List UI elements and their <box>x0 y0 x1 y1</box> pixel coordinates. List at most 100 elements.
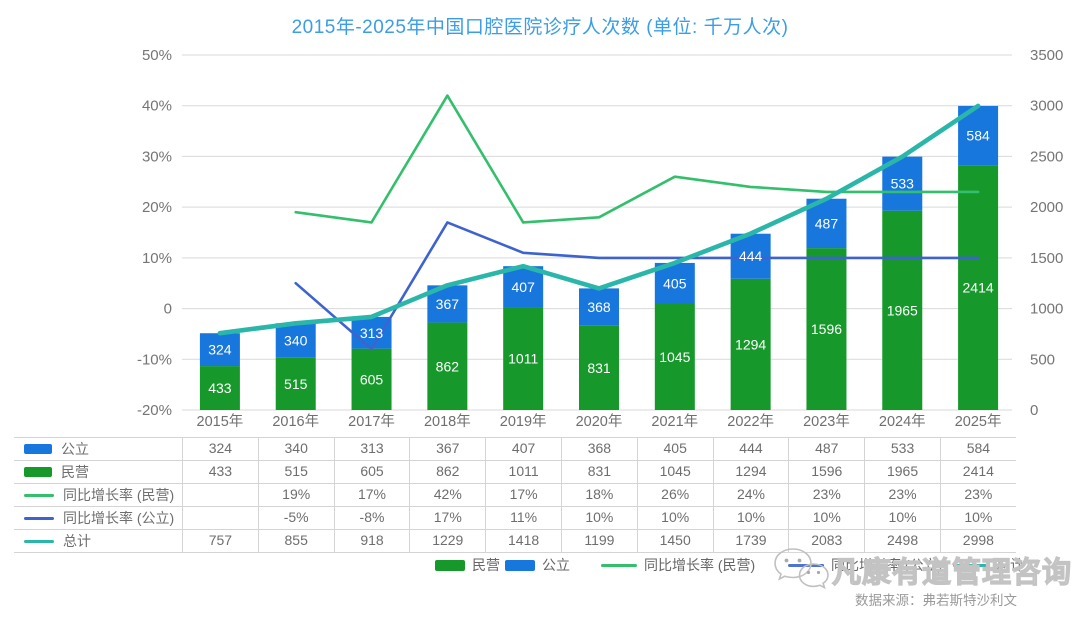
x-axis-label: 2017年 <box>348 413 395 430</box>
table-cell: 23% <box>864 483 940 506</box>
legend-item: 同比增长率 (公立) <box>788 557 942 573</box>
bar-value-label-private: 1965 <box>887 302 918 318</box>
bar-value-label-private: 862 <box>436 358 460 374</box>
bar-segment-public <box>199 333 240 367</box>
table-cell: 2998 <box>939 529 1016 553</box>
table-cell: 26% <box>636 483 713 506</box>
table-cell: 515 <box>257 460 334 483</box>
legend-item: 公立 <box>505 557 570 573</box>
table-cell: -8% <box>333 506 410 529</box>
x-axis-label: 2016年 <box>272 413 319 430</box>
x-axis-label: 2019年 <box>500 413 547 430</box>
table-cell: 1450 <box>636 529 713 553</box>
table-cell: 605 <box>333 460 410 483</box>
bar-value-label-public: 407 <box>512 279 536 295</box>
line-legend-swatch <box>24 493 54 497</box>
bar-segment-private <box>275 357 316 410</box>
bar-segment-private <box>958 165 999 410</box>
table-cell: 444 <box>712 437 789 460</box>
table-cell: 855 <box>257 529 334 553</box>
y-axis-right-tick-label: 500 <box>1030 351 1055 368</box>
bar-value-label-public: 405 <box>663 275 687 291</box>
chart-title: 2015年-2025年中国口腔医院诊疗人次数 (单位: 千万人次) <box>291 17 789 38</box>
bar-legend-swatch <box>435 559 465 571</box>
bar-value-label-public: 584 <box>966 128 990 144</box>
y-axis-right-tick-label: 1500 <box>1030 250 1063 267</box>
bar-value-label-private: 1045 <box>659 349 690 365</box>
table-cell: 23% <box>788 483 865 506</box>
legend-item: 同比增长率 (民营) <box>601 557 755 573</box>
x-axis-label: 2018年 <box>424 413 471 430</box>
y-axis-left-tick-label: 0 <box>164 301 172 318</box>
table-cell: 1418 <box>485 529 561 553</box>
table-cell: 487 <box>788 437 865 460</box>
table-cell: 1045 <box>636 460 713 483</box>
table-cell: 313 <box>333 437 410 460</box>
table-cell: 23% <box>939 483 1016 506</box>
x-axis-label: 2024年 <box>879 413 926 430</box>
y-axis-left-tick-label: 40% <box>142 98 172 115</box>
bar-segment-private <box>806 248 847 410</box>
table-cell: 340 <box>257 437 334 460</box>
bar-value-label-private: 605 <box>360 371 384 387</box>
bar-value-label-public: 368 <box>587 299 611 315</box>
bar-value-label-public: 487 <box>815 215 839 231</box>
line-legend-swatch <box>788 563 824 567</box>
table-cell: 2498 <box>864 529 940 553</box>
table-row-label: 同比增长率 (民营) <box>14 483 182 506</box>
table-cell: 18% <box>560 483 637 506</box>
growth-line-private <box>294 94 980 224</box>
table-cell: -5% <box>257 506 334 529</box>
table-cell: 433 <box>182 460 258 483</box>
bar-legend-swatch <box>24 444 52 454</box>
line-legend-swatch <box>24 539 54 543</box>
y-axis-right-tick-label: 3000 <box>1030 98 1063 115</box>
table-cell: 368 <box>560 437 637 460</box>
x-axis-label: 2015年 <box>197 413 244 430</box>
table-row-label: 民营 <box>14 460 182 483</box>
table-cell: 42% <box>409 483 486 506</box>
legend-item: 民营 <box>435 557 500 573</box>
line-legend-swatch <box>953 563 989 567</box>
table-cell: 367 <box>409 437 486 460</box>
table-cell: 407 <box>485 437 561 460</box>
table-row-label: 总计 <box>14 529 182 553</box>
total-line <box>217 103 981 336</box>
bar-value-label-private: 433 <box>208 380 232 396</box>
table-cell: 757 <box>182 529 258 553</box>
table-cell: 2414 <box>939 460 1016 483</box>
y-axis-left-tick-label: -10% <box>137 351 172 368</box>
table-cell: 1965 <box>864 460 940 483</box>
table-cell: 533 <box>864 437 940 460</box>
table-cell <box>182 506 258 529</box>
bar-segment-private <box>882 210 923 410</box>
bar-value-label-public: 367 <box>436 296 460 312</box>
bar-segment-public <box>351 316 392 349</box>
bar-segment-public <box>730 233 771 279</box>
series-name: 总计 <box>63 532 91 549</box>
table-cell: 17% <box>409 506 486 529</box>
bar-segment-private <box>654 304 695 410</box>
table-cell: 1596 <box>788 460 865 483</box>
y-axis-left-tick-label: 10% <box>142 250 172 267</box>
x-axis-label: 2025年 <box>955 413 1002 430</box>
bar-value-label-private: 515 <box>284 376 308 392</box>
bar-segment-private <box>351 348 392 410</box>
table-cell: 10% <box>788 506 865 529</box>
bar-legend-swatch <box>505 559 535 571</box>
table-cell: 405 <box>636 437 713 460</box>
x-axis-label: 2023年 <box>803 413 850 430</box>
bar-value-label-public: 313 <box>360 325 384 341</box>
legend-label: 同比增长率 (民营) <box>644 557 756 573</box>
bar-value-label-public: 444 <box>739 248 763 264</box>
table-row-label: 公立 <box>14 437 182 460</box>
y-axis-right-tick-label: 0 <box>1030 402 1038 419</box>
bar-segment-private <box>730 278 771 410</box>
x-axis-label: 2020年 <box>576 413 623 430</box>
bar-value-label-private: 1011 <box>508 351 538 367</box>
bar-segment-private <box>199 366 240 410</box>
legend-label: 民营 <box>472 557 500 573</box>
table-cell: 11% <box>485 506 561 529</box>
y-axis-left-tick-label: 50% <box>142 47 172 64</box>
